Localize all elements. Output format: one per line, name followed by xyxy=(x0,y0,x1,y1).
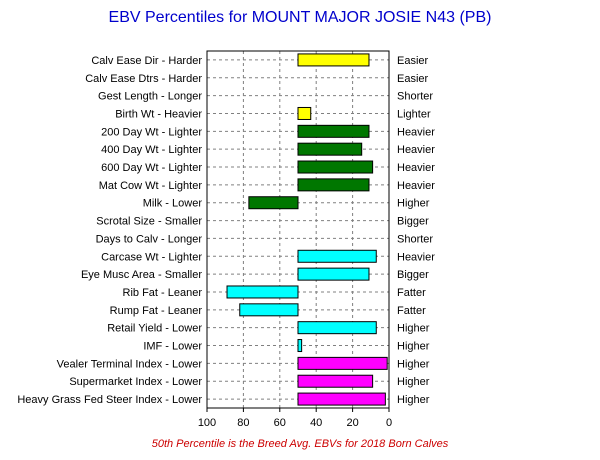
bar-20 xyxy=(297,392,386,406)
row-label-right: Heavier xyxy=(397,162,435,174)
bar-5 xyxy=(297,124,370,138)
row-label-left: 400 Day Wt - Lighter xyxy=(101,144,202,156)
row-label-left: Birth Wt - Heavier xyxy=(115,108,202,120)
row-label-right: Easier xyxy=(397,55,429,67)
row-label-left: 200 Day Wt - Lighter xyxy=(101,126,202,138)
bar-9 xyxy=(248,196,299,210)
row-label-left: Heavy Grass Fed Steer Index - Lower xyxy=(17,394,202,406)
grid-lines xyxy=(207,51,389,408)
row-label-right: Heavier xyxy=(397,144,435,156)
row-label-right: Fatter xyxy=(397,287,426,299)
row-label-right: Higher xyxy=(397,198,430,210)
bar-6 xyxy=(297,142,363,156)
row-label-right: Bigger xyxy=(397,216,429,228)
x-tick-label: 40 xyxy=(310,417,322,429)
bar-18 xyxy=(297,356,388,370)
x-tick-label: 80 xyxy=(237,417,249,429)
chart-title: EBV Percentiles for MOUNT MAJOR JOSIE N4… xyxy=(109,9,492,26)
plot-frame xyxy=(206,50,390,409)
x-tick-label: 20 xyxy=(346,417,358,429)
bar-12 xyxy=(297,249,377,263)
bar-14 xyxy=(226,285,299,299)
row-label-right: Higher xyxy=(397,341,430,353)
row-label-left: Eye Musc Area - Smaller xyxy=(81,269,202,281)
row-label-left: Supermarket Index - Lower xyxy=(69,376,202,388)
row-label-left: Vealer Terminal Index - Lower xyxy=(57,358,203,370)
row-label-right: Easier xyxy=(397,73,429,85)
x-axis-ticks: 100 80 60 40 20 0 xyxy=(198,408,392,429)
row-label-left: 600 Day Wt - Lighter xyxy=(101,162,202,174)
row-label-right: Heavier xyxy=(397,126,435,138)
row-label-left: Rump Fat - Leaner xyxy=(110,305,203,317)
row-label-right: Shorter xyxy=(397,233,433,245)
row-label-left: Carcase Wt - Lighter xyxy=(101,251,202,263)
x-tick-label: 0 xyxy=(386,417,392,429)
row-label-right: Bigger xyxy=(397,269,429,281)
bar-16 xyxy=(297,321,377,335)
row-label-right: Higher xyxy=(397,358,430,370)
bar-8 xyxy=(297,178,370,192)
row-label-right: Fatter xyxy=(397,305,426,317)
chart-footnote: 50th Percentile is the Breed Avg. EBVs f… xyxy=(152,438,449,450)
bar-15 xyxy=(239,303,299,317)
row-labels: Calv Ease Dir - Harder Easier Calv Ease Dt… xyxy=(17,55,435,406)
row-label-left: Gest Length - Longer xyxy=(98,91,202,103)
bar-4 xyxy=(297,106,312,120)
row-label-left: Mat Cow Wt - Lighter xyxy=(99,180,203,192)
bar-13 xyxy=(297,267,370,281)
row-label-right: Lighter xyxy=(397,108,431,120)
row-label-left: Calv Ease Dtrs - Harder xyxy=(85,73,202,85)
row-label-right: Heavier xyxy=(397,251,435,263)
row-label-left: Days to Calv - Longer xyxy=(96,233,203,245)
bar-19 xyxy=(297,374,374,388)
row-label-left: Calv Ease Dir - Harder xyxy=(91,55,202,67)
row-label-left: Rib Fat - Leaner xyxy=(123,287,203,299)
bar-7 xyxy=(297,160,374,174)
row-label-left: IMF - Lower xyxy=(143,341,202,353)
bar-17 xyxy=(297,339,303,353)
row-label-right: Higher xyxy=(397,323,430,335)
bar-1 xyxy=(297,53,370,67)
x-tick-label: 60 xyxy=(274,417,286,429)
row-label-right: Shorter xyxy=(397,91,433,103)
row-label-right: Higher xyxy=(397,394,430,406)
bar-series xyxy=(226,53,388,406)
row-label-right: Heavier xyxy=(397,180,435,192)
row-label-left: Scrotal Size - Smaller xyxy=(96,216,202,228)
x-tick-label: 100 xyxy=(198,417,216,429)
row-label-left: Milk - Lower xyxy=(143,198,203,210)
row-label-right: Higher xyxy=(397,376,430,388)
row-label-left: Retail Yield - Lower xyxy=(107,323,202,335)
